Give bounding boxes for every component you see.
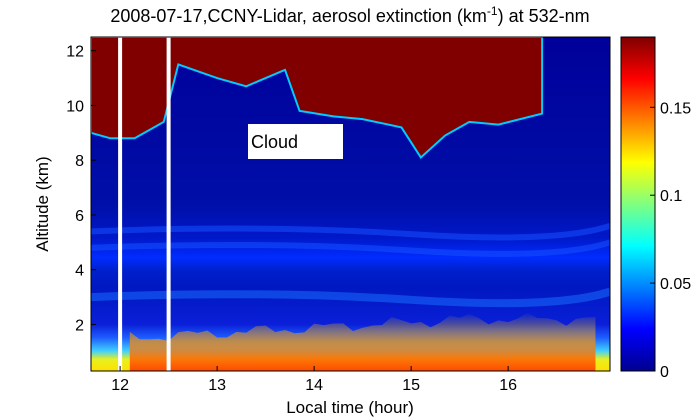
cloud-annotation-box [248, 124, 343, 159]
y-tick-label: 2 [75, 317, 84, 334]
aerosol-layer-band [91, 287, 610, 308]
colorbar-tick-label: 0.1 [660, 188, 682, 205]
cloud-annotation-label: Cloud [251, 132, 298, 152]
y-tick-label: 12 [66, 44, 84, 61]
colorbar [620, 36, 656, 372]
plot-area [91, 37, 610, 371]
plot-frame [90, 36, 611, 372]
boundary-layer [129, 312, 596, 371]
x-axis-label: Local time (hour) [286, 398, 414, 417]
x-tick-label: 16 [499, 377, 517, 394]
colorbar-tick-label: 0 [660, 364, 669, 381]
data-gap [166, 37, 171, 371]
y-tick-label: 6 [75, 208, 84, 225]
y-tick-label: 4 [75, 263, 84, 280]
aerosol-layer-band [91, 223, 610, 241]
colorbar-tick-label: 0.05 [660, 276, 691, 293]
y-axis-label: Altitude (km) [33, 156, 52, 251]
x-tick-label: 13 [208, 377, 226, 394]
x-tick-label: 12 [111, 377, 129, 394]
chart-title: 2008-07-17,CCNY-Lidar, aerosol extinctio… [110, 4, 589, 26]
data-gaps [118, 37, 171, 371]
colorbar-ticks: 0 0.05 0.1 0.15 [650, 100, 691, 381]
y-tick-label: 8 [75, 153, 84, 170]
y-tick-label: 10 [66, 98, 84, 115]
aerosol-layers [91, 223, 610, 308]
x-axis: 12 13 14 15 16 [111, 366, 517, 394]
x-tick-label: 14 [305, 377, 323, 394]
colorbar-tick-label: 0.15 [660, 100, 691, 117]
data-gap [118, 37, 123, 371]
cloud-region [91, 37, 544, 159]
y-axis: 2 4 6 8 10 12 [66, 44, 96, 334]
x-tick-label: 15 [402, 377, 420, 394]
aerosol-layer-band [91, 239, 610, 257]
